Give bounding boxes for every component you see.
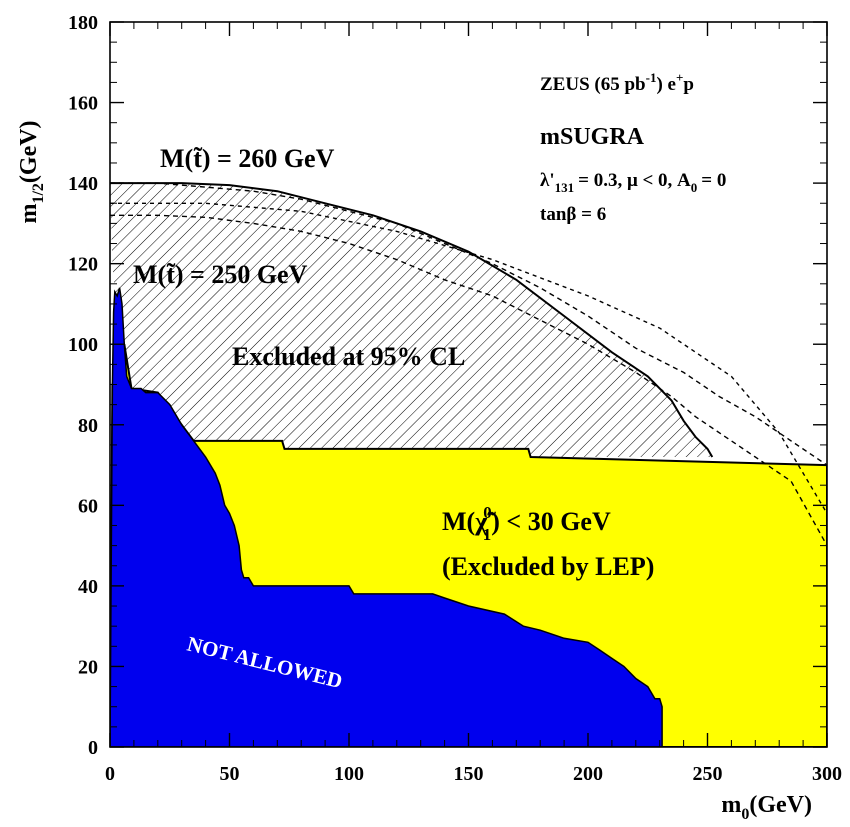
stop-260-label: M(t̃) = 260 GeV (160, 144, 335, 173)
x-tick-label: 150 (454, 763, 484, 785)
y-tick-label: 80 (78, 415, 98, 437)
y-axis-label: m1/2(GeV) (16, 120, 47, 223)
excluded-region-label: Excluded at 95% CL (232, 342, 465, 371)
stop-contour-inner (110, 202, 827, 514)
x-axis-label: m0(GeV) (721, 792, 812, 823)
y-tick-label: 20 (78, 656, 98, 678)
y-tick-label: 140 (68, 173, 98, 195)
x-tick-label: 50 (220, 763, 240, 785)
model-label: mSUGRA (540, 124, 645, 150)
y-tick-label: 160 (68, 93, 98, 115)
y-tick-label: 40 (78, 576, 98, 598)
x-tick-label: 250 (693, 763, 723, 785)
lep-label-line-1: M(χ̃0 1) < 30 GeV (442, 503, 611, 544)
y-tick-label: 0 (88, 737, 98, 759)
stop-260-contour (110, 182, 827, 466)
x-tick-label: 200 (573, 763, 603, 785)
y-tick-label: 120 (68, 254, 98, 276)
y-tick-label: 180 (68, 12, 98, 34)
excluded-region-hatch (110, 183, 713, 457)
not-allowed-region (110, 287, 663, 747)
excluded-boundary-line (110, 182, 714, 458)
y-tick-label: 100 (68, 334, 98, 356)
stop-250-label: M(t̃) = 250 GeV (133, 260, 308, 289)
stop-250-contour (110, 214, 827, 546)
y-tick-label: 60 (78, 495, 98, 517)
x-tick-label: 100 (334, 763, 364, 785)
x-tick-label: 0 (105, 763, 115, 785)
x-tick-label: 300 (812, 763, 842, 785)
parameter-line-2: tanβ = 6 (540, 204, 606, 225)
parameter-line-1: λ'131 = 0.3, μ < 0, A0 = 0 (540, 170, 726, 195)
lep-label-line-2: (Excluded by LEP) (442, 552, 654, 581)
experiment-label: ZEUS (65 pb-1) e+p (540, 70, 694, 95)
